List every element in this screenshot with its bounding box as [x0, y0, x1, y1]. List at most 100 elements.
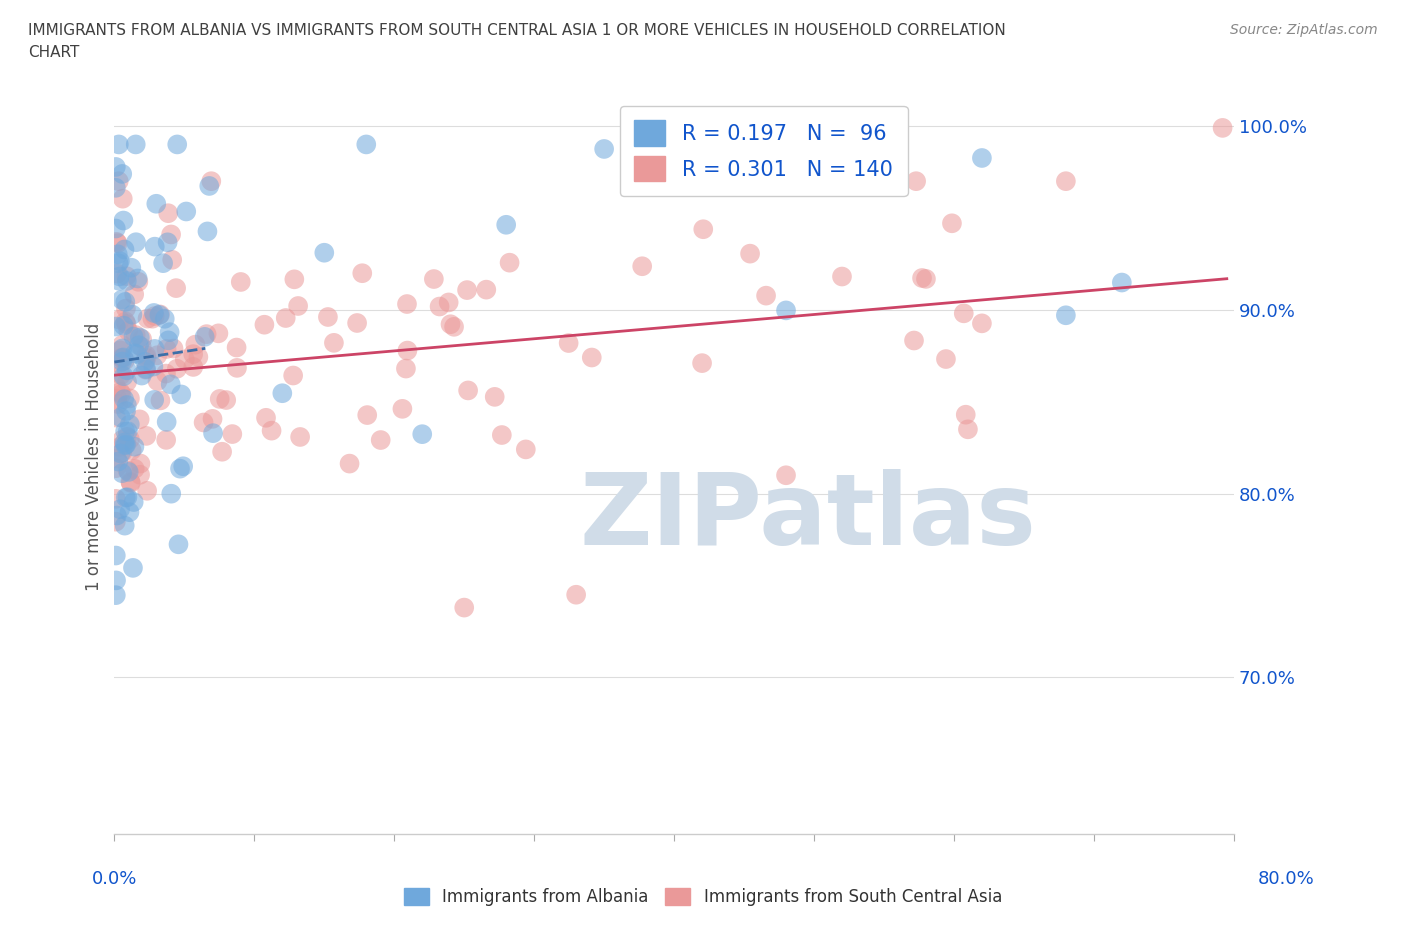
- Point: [114, 314, 136, 329]
- Point: [283, 272, 305, 286]
- Point: [169, 461, 191, 476]
- Point: [437, 295, 460, 310]
- Point: [110, 351, 132, 365]
- Point: [111, 445, 134, 460]
- Point: [160, 486, 183, 501]
- Point: [155, 366, 177, 381]
- Point: [202, 426, 225, 441]
- Point: [115, 430, 138, 445]
- Point: [111, 338, 134, 352]
- Point: [108, 254, 131, 269]
- Point: [129, 456, 152, 471]
- Point: [105, 573, 128, 588]
- Point: [201, 411, 224, 426]
- Point: [166, 137, 188, 152]
- Point: [195, 326, 218, 341]
- Point: [114, 295, 136, 310]
- Point: [165, 281, 187, 296]
- Point: [141, 312, 163, 326]
- Point: [135, 362, 157, 377]
- Point: [122, 287, 145, 302]
- Point: [225, 340, 247, 355]
- Point: [157, 333, 180, 348]
- Point: [105, 234, 128, 249]
- Point: [200, 174, 222, 189]
- Point: [105, 508, 128, 523]
- Point: [145, 196, 167, 211]
- Point: [143, 392, 166, 407]
- Point: [314, 246, 336, 260]
- Point: [117, 424, 139, 439]
- Point: [104, 221, 127, 236]
- Point: [197, 224, 219, 239]
- Point: [156, 235, 179, 250]
- Point: [127, 274, 149, 289]
- Point: [108, 269, 131, 284]
- Point: [110, 367, 132, 382]
- Point: [115, 316, 138, 331]
- Point: [124, 461, 146, 476]
- Point: [108, 312, 131, 327]
- Point: [162, 341, 184, 356]
- Point: [146, 374, 169, 389]
- Point: [157, 206, 180, 220]
- Point: [905, 174, 928, 189]
- Point: [955, 407, 977, 422]
- Point: [118, 417, 141, 432]
- Point: [128, 338, 150, 352]
- Point: [346, 315, 368, 330]
- Point: [775, 468, 797, 483]
- Point: [112, 213, 135, 228]
- Point: [121, 443, 143, 458]
- Point: [115, 404, 138, 418]
- Point: [117, 490, 139, 505]
- Point: [121, 307, 143, 322]
- Point: [104, 319, 127, 334]
- Point: [111, 354, 134, 369]
- Legend: Immigrants from Albania, Immigrants from South Central Asia: Immigrants from Albania, Immigrants from…: [398, 881, 1008, 912]
- Point: [115, 397, 138, 412]
- Point: [105, 460, 128, 475]
- Point: [941, 216, 963, 231]
- Point: [215, 392, 238, 407]
- Point: [104, 548, 127, 563]
- Point: [136, 484, 159, 498]
- Point: [110, 343, 132, 358]
- Point: [108, 440, 131, 455]
- Point: [117, 463, 139, 478]
- Point: [105, 451, 128, 466]
- Point: [111, 432, 134, 447]
- Point: [356, 407, 378, 422]
- Point: [128, 330, 150, 345]
- Point: [457, 383, 479, 398]
- Point: [593, 141, 616, 156]
- Point: [193, 415, 215, 430]
- Point: [115, 273, 138, 288]
- Point: [515, 442, 537, 457]
- Point: [143, 309, 166, 324]
- Point: [738, 246, 761, 261]
- Point: [135, 351, 157, 365]
- Point: [114, 435, 136, 450]
- Point: [396, 343, 419, 358]
- Point: [114, 438, 136, 453]
- Point: [111, 466, 134, 481]
- Point: [491, 428, 513, 443]
- Point: [111, 166, 134, 181]
- Point: [114, 242, 136, 257]
- Point: [110, 410, 132, 425]
- Text: 0.0%: 0.0%: [91, 870, 136, 888]
- Point: [129, 467, 152, 482]
- Point: [915, 272, 938, 286]
- Point: [115, 269, 138, 284]
- Point: [111, 192, 134, 206]
- Point: [148, 308, 170, 323]
- Point: [198, 179, 221, 193]
- Point: [120, 475, 142, 490]
- Point: [159, 377, 181, 392]
- Point: [395, 297, 418, 312]
- Point: [167, 537, 190, 551]
- Point: [115, 437, 138, 452]
- Point: [105, 391, 128, 405]
- Point: [118, 505, 141, 520]
